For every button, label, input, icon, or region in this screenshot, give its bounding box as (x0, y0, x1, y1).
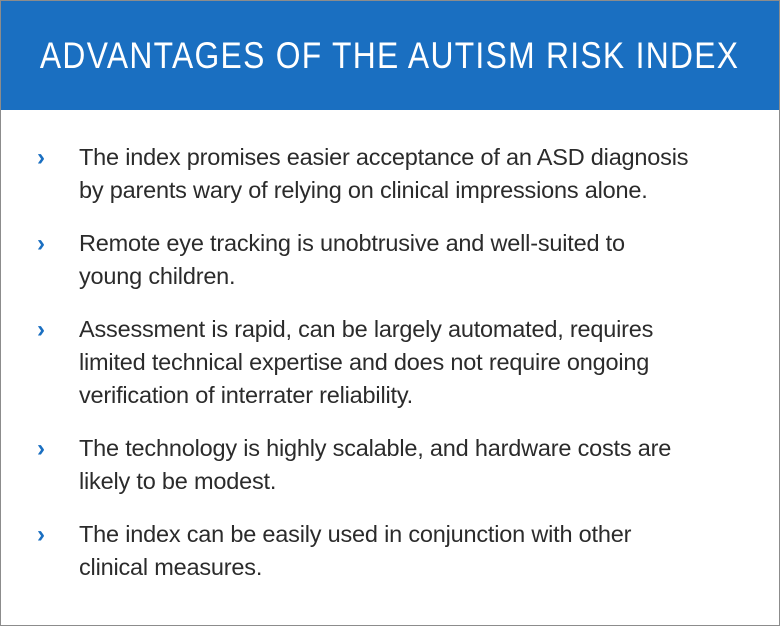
list-item-line: clinical measures. (79, 554, 263, 580)
advantages-list: › The index promises easier acceptance o… (1, 141, 779, 604)
chevron-right-icon: › (37, 316, 45, 343)
list-item-line: The index can be easily used in conjunct… (79, 521, 632, 547)
list-item-line: limited technical expertise and does not… (79, 349, 650, 375)
chevron-right-icon: › (37, 230, 45, 257)
list-item: › Assessment is rapid, can be largely au… (1, 313, 779, 412)
page-title: ADVANTAGES OF THE AUTISM RISK INDEX (40, 34, 740, 76)
list-item: › Remote eye tracking is unobtrusive and… (1, 227, 779, 293)
list-item: › The technology is highly scalable, and… (1, 432, 779, 498)
list-item-line: verification of interrater reliability. (79, 382, 413, 408)
chevron-right-icon: › (37, 435, 45, 462)
list-item-line: The technology is highly scalable, and h… (79, 435, 672, 461)
list-item-line: young children. (79, 263, 236, 289)
header-banner: ADVANTAGES OF THE AUTISM RISK INDEX (1, 1, 779, 110)
chevron-right-icon: › (37, 144, 45, 171)
chevron-right-icon: › (37, 521, 45, 548)
list-item: › The index can be easily used in conjun… (1, 518, 779, 584)
list-item: › The index promises easier acceptance o… (1, 141, 779, 207)
list-item-line: Assessment is rapid, can be largely auto… (79, 316, 654, 342)
list-item-line: Remote eye tracking is unobtrusive and w… (79, 230, 625, 256)
list-item-line: by parents wary of relying on clinical i… (79, 177, 648, 203)
list-item-line: likely to be modest. (79, 468, 277, 494)
list-item-line: The index promises easier acceptance of … (79, 144, 689, 170)
